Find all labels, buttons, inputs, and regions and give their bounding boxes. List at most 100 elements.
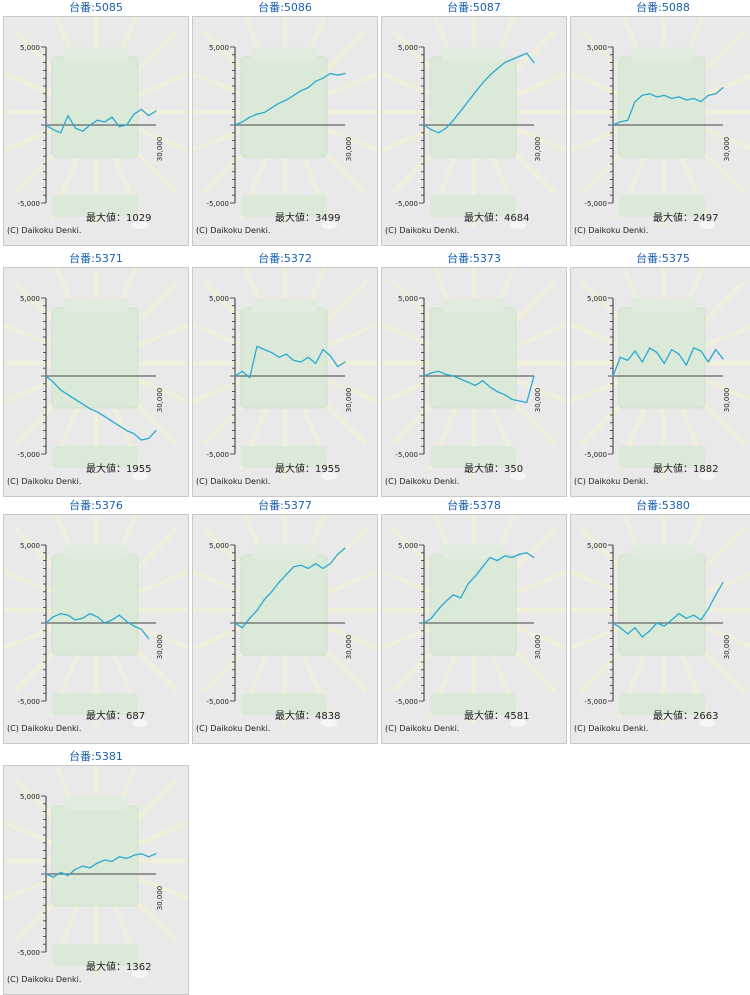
data-point bbox=[104, 859, 106, 861]
tray-illustration bbox=[430, 195, 516, 217]
machine-illustration bbox=[51, 554, 139, 656]
chart-panel: 5,000 -5,000 30,000 最大値：1882 (C) Daikoku Den… bbox=[570, 267, 750, 497]
data-point bbox=[678, 353, 680, 355]
y-tick-label-top: 5,000 bbox=[587, 542, 607, 550]
data-point bbox=[700, 619, 702, 621]
data-point bbox=[693, 347, 695, 349]
machine-title[interactable]: 台番:5085 bbox=[69, 1, 123, 14]
data-point bbox=[722, 358, 724, 360]
data-point bbox=[634, 350, 636, 352]
chart-panel: 5,000 -5,000 30,000 最大値：1029 (C) Daikoku Den… bbox=[3, 16, 189, 246]
data-point bbox=[126, 430, 128, 432]
data-point bbox=[249, 617, 251, 619]
series-line bbox=[612, 347, 724, 377]
machine-title[interactable]: 台番:5088 bbox=[636, 1, 690, 14]
data-point bbox=[619, 627, 621, 629]
y-tick-label-top: 5,000 bbox=[398, 295, 418, 303]
copyright-text: (C) Daikoku Denki. bbox=[385, 477, 460, 486]
machine-title[interactable]: 台番:5378 bbox=[447, 499, 501, 512]
data-point bbox=[133, 113, 135, 115]
machine-title[interactable]: 台番:5376 bbox=[69, 499, 123, 512]
data-point bbox=[89, 613, 91, 615]
machine-card[interactable]: 台番:5377 5,000 -5,000 30,000 最大値：4838 (C) Daik… bbox=[192, 498, 378, 744]
copyright-text: (C) Daikoku Denki. bbox=[7, 724, 82, 733]
ball-illustration bbox=[699, 472, 715, 480]
machine-card[interactable]: 台番:5375 5,000 -5,000 30,000 最大値：1882 (C) Daik… bbox=[570, 251, 750, 497]
machine-title[interactable]: 台番:5380 bbox=[636, 499, 690, 512]
machine-card[interactable]: 台番:5087 5,000 -5,000 30,000 最大値：4684 (C) Daik… bbox=[381, 0, 567, 246]
machine-card[interactable]: 台番:5376 5,000 -5,000 30,000 最大値：687 (C) Daiko… bbox=[3, 498, 189, 744]
data-point bbox=[263, 111, 265, 114]
machine-card[interactable]: 台番:5371 5,000 -5,000 30,000 最大値：1955 (C) Daik… bbox=[3, 251, 189, 497]
tray-illustration bbox=[619, 446, 705, 468]
data-point bbox=[489, 386, 491, 388]
machine-title[interactable]: 台番:5086 bbox=[258, 1, 312, 14]
data-point bbox=[278, 356, 280, 358]
ball-illustration bbox=[321, 221, 337, 229]
y-tick-label-bottom: -5,000 bbox=[395, 200, 418, 208]
y-tick-label-top: 5,000 bbox=[209, 44, 229, 52]
data-point bbox=[256, 345, 258, 347]
data-point bbox=[474, 384, 476, 386]
machine-card[interactable]: 台番:5088 5,000 -5,000 30,000 最大値：2497 (C) Daik… bbox=[570, 0, 750, 246]
data-point bbox=[271, 591, 273, 593]
machine-title[interactable]: 台番:5373 bbox=[447, 252, 501, 265]
machine-top bbox=[631, 298, 695, 312]
data-point bbox=[344, 361, 346, 363]
series-line bbox=[423, 52, 535, 134]
machine-title[interactable]: 台番:5087 bbox=[447, 1, 501, 14]
slump-chart: 5,000 -5,000 30,000 bbox=[571, 515, 750, 727]
y-tick-label-top: 5,000 bbox=[587, 295, 607, 303]
data-point bbox=[148, 437, 150, 439]
machine-card[interactable]: 台番:5378 5,000 -5,000 30,000 最大値：4581 (C) Daik… bbox=[381, 498, 567, 744]
machine-title[interactable]: 台番:5377 bbox=[258, 499, 312, 512]
ball-illustration bbox=[132, 472, 148, 480]
data-point bbox=[241, 370, 243, 372]
machine-card[interactable]: 台番:5373 5,000 -5,000 30,000 最大値：350 (C) Daiko… bbox=[381, 251, 567, 497]
data-point bbox=[511, 556, 513, 559]
data-point bbox=[438, 608, 440, 610]
machine-illustration bbox=[240, 56, 328, 158]
data-point bbox=[234, 622, 236, 624]
ball-illustration bbox=[132, 970, 148, 978]
chart-panel: 5,000 -5,000 30,000 最大値：687 (C) Daikoku Denk… bbox=[3, 514, 189, 744]
data-point bbox=[634, 101, 636, 103]
data-point bbox=[452, 375, 454, 377]
data-point bbox=[249, 376, 251, 379]
data-point bbox=[256, 113, 258, 115]
data-point bbox=[452, 594, 454, 596]
machine-card[interactable]: 台番:5381 5,000 -5,000 30,000 最大値：1362 (C) Daik… bbox=[3, 749, 189, 995]
data-point bbox=[285, 574, 287, 576]
data-point bbox=[89, 867, 91, 869]
machine-card[interactable]: 台番:5380 5,000 -5,000 30,000 最大値：2663 (C) Daik… bbox=[570, 498, 750, 744]
machine-card[interactable]: 台番:5085 5,000 -5,000 30,000 最大値：1029 (C) Daik… bbox=[3, 0, 189, 246]
machine-top bbox=[64, 298, 128, 312]
machine-title[interactable]: 台番:5372 bbox=[258, 252, 312, 265]
data-point bbox=[278, 102, 280, 104]
data-point bbox=[249, 116, 251, 118]
copyright-text: (C) Daikoku Denki. bbox=[574, 226, 649, 235]
machine-title[interactable]: 台番:5375 bbox=[636, 252, 690, 265]
data-point bbox=[256, 609, 258, 612]
data-point bbox=[627, 633, 629, 635]
max-value-label: 最大値：4581 bbox=[464, 711, 530, 722]
machine-top bbox=[631, 47, 695, 61]
data-point bbox=[722, 86, 724, 89]
copyright-text: (C) Daikoku Denki. bbox=[385, 724, 460, 733]
data-point bbox=[526, 552, 528, 554]
data-point bbox=[526, 401, 528, 404]
machine-title[interactable]: 台番:5381 bbox=[69, 750, 123, 763]
machine-card[interactable]: 台番:5086 5,000 -5,000 30,000 最大値：3499 (C) Daik… bbox=[192, 0, 378, 246]
data-point bbox=[671, 348, 673, 351]
data-point bbox=[467, 583, 469, 585]
y-tick-label-bottom: -5,000 bbox=[17, 698, 40, 706]
data-point bbox=[619, 121, 621, 123]
machine-card[interactable]: 台番:5372 5,000 -5,000 30,000 最大値：1955 (C) Daik… bbox=[192, 251, 378, 497]
data-point bbox=[111, 860, 113, 863]
tray-illustration bbox=[430, 446, 516, 468]
machine-title[interactable]: 台番:5371 bbox=[69, 252, 123, 265]
data-point bbox=[133, 854, 135, 856]
data-point bbox=[482, 566, 484, 568]
data-point bbox=[460, 378, 462, 380]
data-point bbox=[707, 361, 709, 363]
